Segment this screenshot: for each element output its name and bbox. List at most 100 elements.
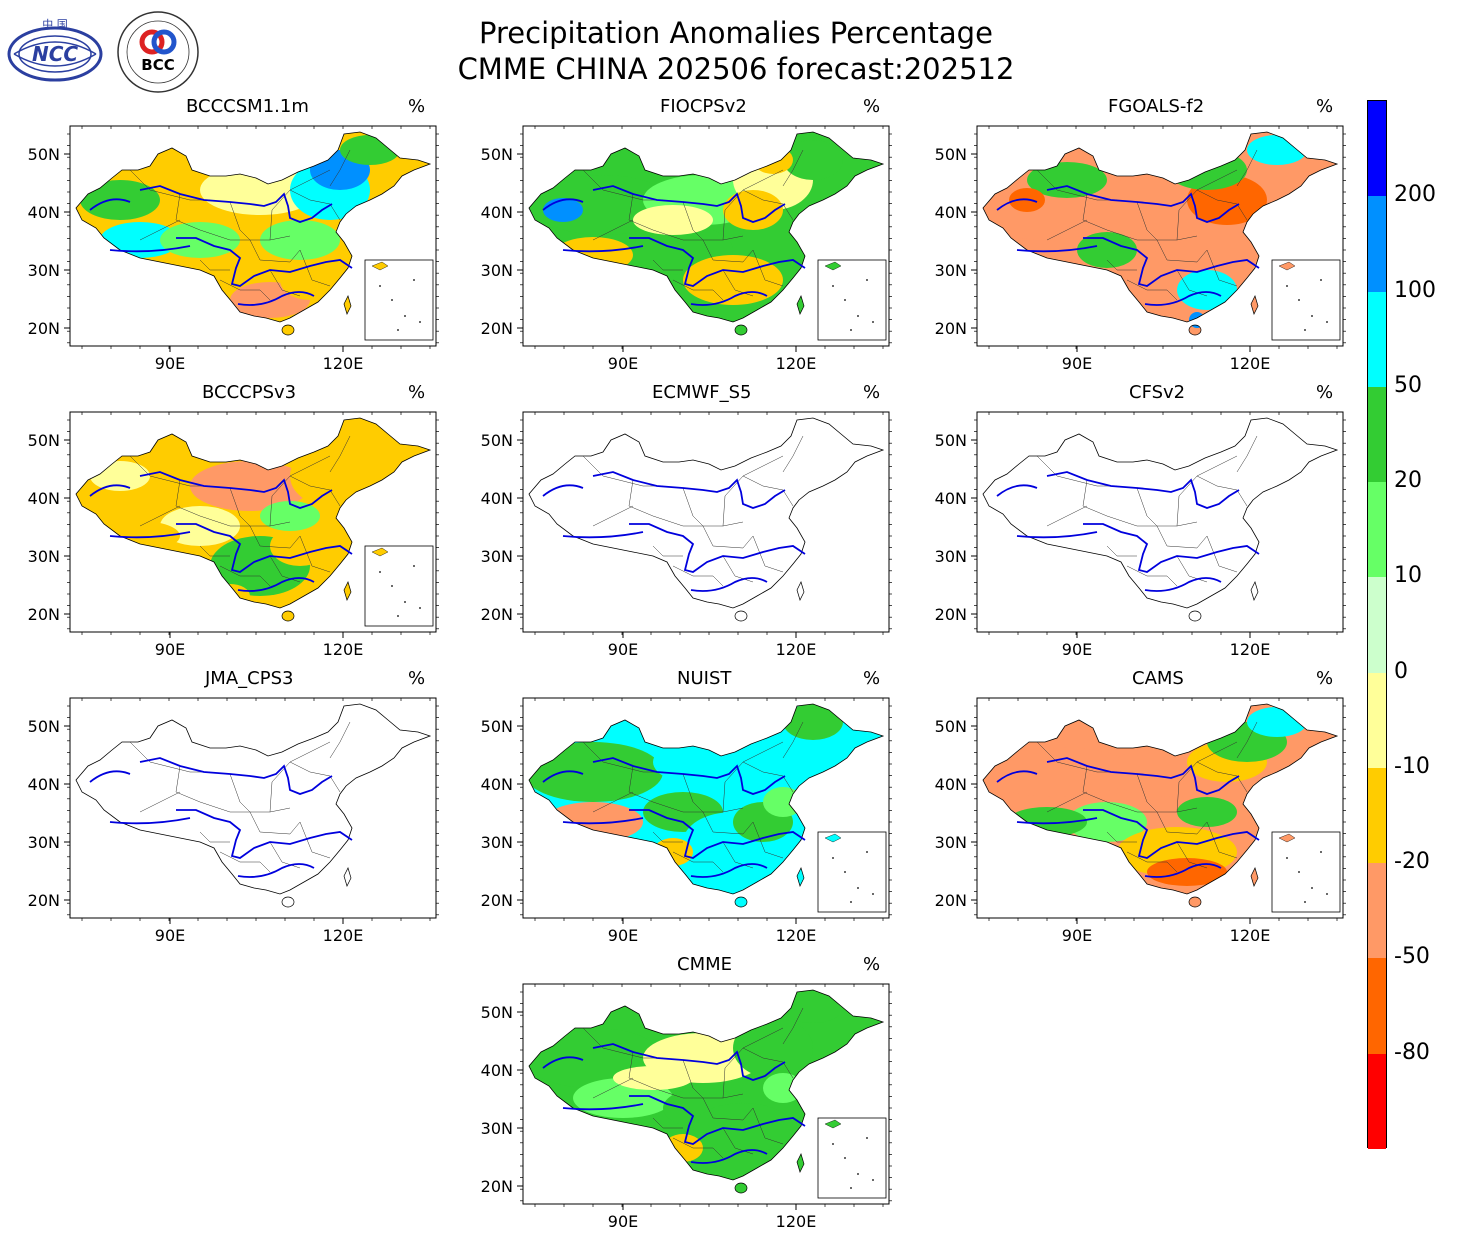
ncc-logo-text: NCC: [32, 42, 78, 66]
south-china-sea-inset: [1271, 831, 1341, 913]
south-china-sea-inset: [817, 1117, 887, 1199]
lat-label: 20N: [935, 605, 967, 624]
province-border: [582, 741, 663, 773]
hainan-outline: [734, 324, 748, 336]
province-border: [269, 269, 301, 297]
taiwan-outline: [796, 295, 805, 315]
province-border: [722, 269, 754, 297]
province-border: [1156, 525, 1208, 549]
colorbar: [1367, 100, 1387, 1149]
south-china-sea-inset: [364, 259, 434, 341]
province-border: [752, 821, 784, 859]
province-border: [702, 239, 754, 263]
lon-label: 90E: [608, 354, 638, 373]
main-title: Precipitation Anomalies Percentage: [479, 16, 993, 50]
lat-label: 30N: [28, 261, 60, 280]
panel-bcccps: BCCCPSv3 % 50N 40N 30N 20N 90E 120E: [0, 376, 450, 666]
lat-label: 50N: [28, 145, 60, 164]
province-border: [249, 811, 301, 835]
ncc-logo-top-text: 中 国: [42, 18, 68, 31]
province-border: [1156, 811, 1208, 835]
river-line: [592, 1043, 786, 1081]
panel-title: BCCCSM1.1m: [186, 96, 309, 117]
panel-unit: %: [863, 382, 881, 403]
hainan-outline: [281, 324, 295, 336]
taiwan-outline: [796, 1153, 805, 1173]
colorbar-segment: [1368, 101, 1386, 197]
province-border: [582, 455, 663, 487]
hainan-outline: [734, 1182, 748, 1194]
panel-map: 50N 40N 30N 20N 90E 120E: [28, 411, 439, 659]
colorbar-label: 0: [1394, 658, 1408, 684]
lat-label: 50N: [935, 145, 967, 164]
province-border: [1236, 721, 1258, 759]
province-border: [1106, 831, 1137, 843]
panel-title: BCCCPSv3: [202, 382, 297, 403]
lat-label: 50N: [28, 431, 60, 450]
lon-label: 120E: [1230, 926, 1271, 945]
colorbar-label: 50: [1394, 372, 1422, 398]
river-line: [109, 531, 191, 539]
south-china-sea-inset: [817, 831, 887, 913]
colorbar-label: -20: [1394, 849, 1430, 875]
china-border: [528, 131, 885, 323]
lon-label: 90E: [155, 640, 185, 659]
lat-label: 50N: [481, 1003, 513, 1022]
lat-label: 50N: [481, 717, 513, 736]
hainan-outline: [281, 896, 295, 908]
river-line: [690, 863, 768, 878]
lat-label: 40N: [935, 775, 967, 794]
map-frame: [522, 411, 890, 633]
province-border: [742, 761, 794, 793]
province-border: [289, 189, 341, 221]
river-line: [629, 1095, 806, 1145]
lat-label: 50N: [481, 431, 513, 450]
colorbar-segment: [1368, 482, 1386, 578]
province-border: [199, 259, 230, 271]
province-border: [1196, 189, 1248, 221]
lat-label: 20N: [481, 319, 513, 338]
lat-label: 40N: [28, 489, 60, 508]
province-border: [1046, 505, 1088, 527]
river-line: [176, 237, 353, 287]
panel-map: 50N 40N 30N 20N 90E 120E: [481, 125, 892, 373]
lat-label: 30N: [935, 833, 967, 852]
lon-label: 120E: [776, 640, 817, 659]
panel-nuist: NUIST % 50N 40N 30N 20N 90E 120E: [453, 662, 903, 952]
china-border: [982, 703, 1339, 895]
river-line: [1083, 237, 1260, 287]
province-border: [592, 505, 634, 527]
china-border: [528, 989, 885, 1181]
anomaly-region: [1147, 858, 1227, 886]
river-line: [237, 291, 315, 306]
province-border: [672, 851, 724, 873]
river-line: [176, 523, 353, 573]
province-border: [219, 851, 271, 873]
province-border: [652, 259, 683, 271]
taiwan-outline: [796, 581, 805, 601]
taiwan-outline: [343, 295, 352, 315]
colorbar-segment: [1368, 577, 1386, 673]
river-line: [592, 185, 786, 223]
province-border: [175, 765, 250, 813]
panel-title: FGOALS-f2: [1108, 96, 1205, 117]
river-line: [237, 577, 315, 592]
anomaly-region: [1067, 802, 1147, 842]
anomaly-region: [783, 704, 843, 740]
province-border: [742, 189, 794, 221]
province-border: [219, 565, 271, 587]
panel-unit: %: [408, 668, 426, 689]
province-border: [1196, 475, 1248, 507]
colorbar-label: -10: [1394, 753, 1430, 779]
province-border: [652, 831, 683, 843]
river-line: [1016, 245, 1098, 253]
anomaly-region: [783, 993, 843, 1023]
panel-map: 50N 40N 30N 20N 90E 120E: [935, 697, 1346, 945]
river-line: [592, 471, 786, 509]
province-border: [752, 535, 784, 573]
province-border: [219, 279, 271, 301]
lat-label: 30N: [935, 261, 967, 280]
china-border: [75, 131, 432, 323]
anomaly-region: [1177, 270, 1237, 310]
river-line: [1046, 471, 1240, 509]
